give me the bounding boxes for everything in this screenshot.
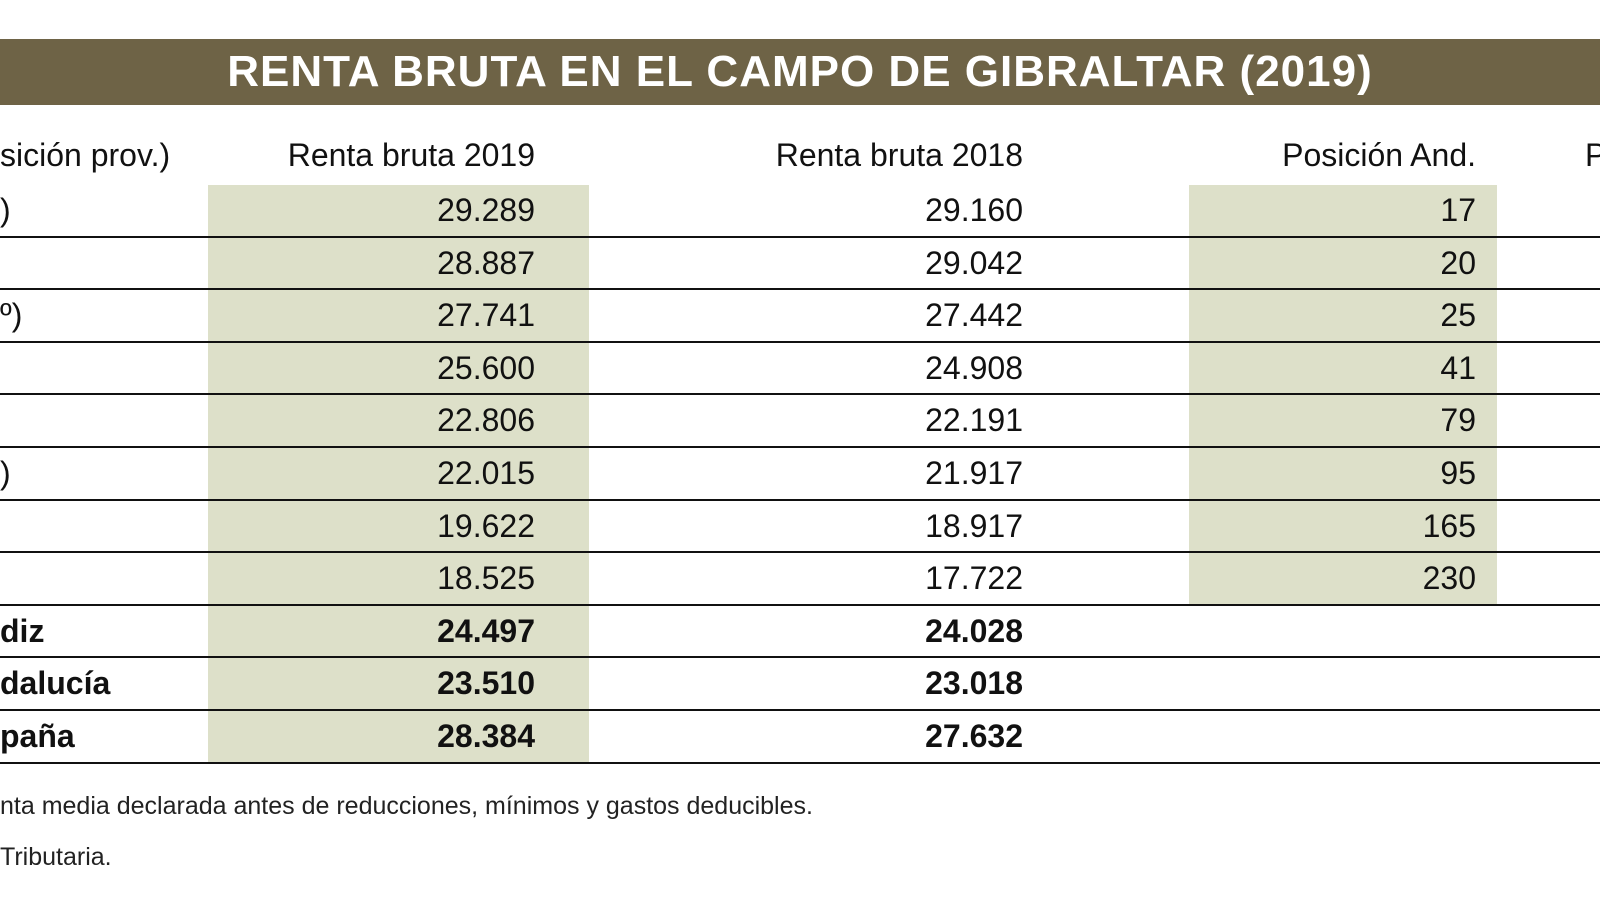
row-rule (0, 656, 1600, 659)
cell-value: 165 (1422, 507, 1476, 544)
cell-value: 230 (1422, 560, 1476, 597)
cell-value: 79 (1440, 402, 1476, 439)
row-rule (0, 498, 1600, 501)
footnote: Tributaria. (0, 843, 112, 871)
cell-value: 24.908 (925, 349, 1023, 386)
shaded-cell (1189, 342, 1497, 394)
column-header: Renta bruta 2018 (775, 137, 1023, 173)
shaded-cell (208, 711, 589, 762)
footnote: nta media declarada antes de reducciones… (0, 792, 813, 820)
row-rule (0, 235, 1600, 238)
column-header: P (1585, 137, 1600, 173)
cell-value: 29.289 (437, 192, 535, 228)
row-rule (0, 340, 1600, 343)
cell-value: 25.600 (437, 349, 535, 386)
row-rule (0, 709, 1600, 711)
row-label: ) (0, 192, 11, 228)
row-rule (0, 551, 1600, 554)
cell-value: 22.015 (437, 455, 535, 491)
cell-value: 29.042 (925, 244, 1023, 281)
cell-value: 23.018 (925, 665, 1023, 702)
row-label: º) (0, 297, 23, 334)
shaded-cell (1189, 500, 1497, 552)
shaded-cell (208, 553, 589, 604)
cell-value: 27.442 (925, 297, 1023, 334)
row-rule (0, 446, 1600, 448)
cell-value: 27.741 (437, 297, 535, 334)
shaded-cell (208, 290, 589, 341)
row-label: diz (0, 612, 45, 649)
cell-value: 18.525 (437, 560, 535, 597)
row-rule (0, 761, 1600, 764)
cell-value: 28.384 (437, 718, 535, 754)
shaded-cell (1189, 237, 1497, 289)
title: RENTA BRUTA EN EL CAMPO DE GIBRALTAR (20… (227, 47, 1373, 96)
cell-value: 28.887 (437, 244, 535, 281)
shaded-cell (1189, 395, 1497, 446)
shaded-cell (208, 448, 589, 499)
column-header: Posición And. (1282, 137, 1476, 173)
shaded-cell (208, 605, 589, 657)
cell-value: 95 (1440, 455, 1476, 491)
cell-value: 29.160 (925, 192, 1023, 228)
shaded-cell (208, 342, 589, 394)
shaded-cell (208, 237, 589, 289)
cell-value: 22.191 (925, 402, 1023, 439)
cell-value: 23.510 (437, 665, 535, 702)
shaded-cell (208, 185, 589, 236)
shaded-cell (208, 395, 589, 446)
row-rule (0, 393, 1600, 396)
cell-value: 25 (1440, 297, 1476, 334)
shaded-cell (1189, 290, 1497, 341)
shaded-cell (1189, 553, 1497, 604)
column-header: Renta bruta 2019 (287, 137, 535, 173)
cell-value: 20 (1440, 244, 1476, 281)
cell-value: 27.632 (925, 718, 1023, 754)
row-label: paña (0, 718, 75, 754)
row-label: ) (0, 455, 11, 491)
cell-value: 17 (1440, 192, 1476, 228)
cell-value: 19.622 (437, 507, 535, 544)
cell-value: 24.497 (437, 612, 535, 649)
cell-value: 22.806 (437, 402, 535, 439)
row-rule (0, 288, 1600, 291)
cell-value: 41 (1440, 349, 1476, 386)
cell-value: 21.917 (925, 455, 1023, 491)
shaded-cell (1189, 185, 1497, 236)
cell-value: 18.917 (925, 507, 1023, 544)
cell-value: 24.028 (925, 612, 1023, 649)
row-rule (0, 603, 1600, 606)
title-bar: RENTA BRUTA EN EL CAMPO DE GIBRALTAR (20… (0, 39, 1600, 105)
shaded-cell (1189, 448, 1497, 499)
shaded-cell (208, 500, 589, 552)
column-header: sición prov.) (0, 137, 171, 173)
cell-value: 17.722 (925, 560, 1023, 597)
row-label: dalucía (0, 665, 111, 702)
shaded-cell (208, 658, 589, 709)
